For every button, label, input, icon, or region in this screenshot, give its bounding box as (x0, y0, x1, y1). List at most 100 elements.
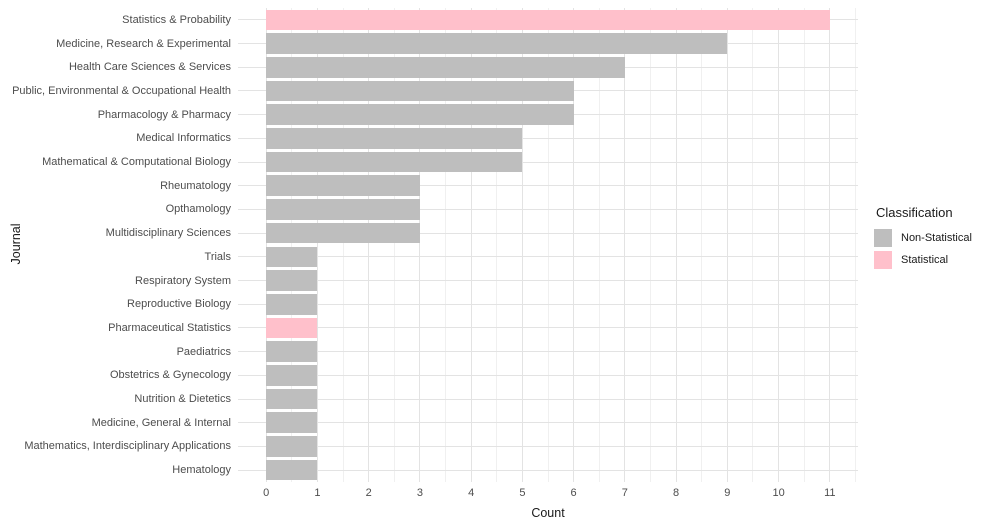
gridline-x-major (675, 8, 677, 482)
y-axis-category-label: Medical Informatics (136, 132, 231, 145)
bar (266, 246, 318, 268)
y-axis-category-label: Trials (204, 250, 231, 263)
legend-item-label: Statistical (901, 254, 949, 266)
x-axis-tick-label: 0 (263, 487, 270, 499)
y-axis-category-label: Public, Environmental & Occupational Hea… (12, 84, 231, 97)
gridline-x-minor (393, 8, 395, 482)
y-axis-category-label: Mathematics, Interdisciplinary Applicati… (24, 440, 231, 453)
gridline-x-minor (445, 8, 447, 482)
gridline-x-minor (342, 8, 344, 482)
gridline-x-major (470, 8, 472, 482)
gridline-y-major (238, 445, 858, 447)
gridline-y-major (238, 327, 858, 329)
x-axis-tick-label: 4 (468, 487, 475, 499)
gridline-x-minor (701, 8, 703, 482)
gridline-y-major (238, 374, 858, 376)
gridline-x-major (726, 8, 728, 482)
x-axis-tick-label: 3 (416, 487, 423, 499)
bar (266, 175, 420, 197)
y-axis-category-label: Statistics & Probability (122, 13, 231, 26)
y-axis-category-label: Obstetrics & Gynecology (109, 369, 231, 382)
gridline-y-major (238, 398, 858, 400)
bar (266, 365, 318, 386)
y-axis-category-label: Opthamology (165, 203, 231, 216)
legend-item: Statistical (874, 251, 972, 269)
gridline-y-major (238, 256, 858, 258)
gridline-y-major (238, 469, 858, 471)
gridline-x-minor (598, 8, 600, 482)
gridline-y-major (238, 137, 858, 139)
gridline-x-minor (752, 8, 754, 482)
legend-item-label: Non-Statistical (901, 232, 972, 244)
x-axis-tick-label: 6 (570, 487, 577, 499)
x-axis-tick-label: 8 (673, 487, 680, 499)
x-axis-tick-label: 1 (314, 487, 321, 499)
y-axis-category-label: Pharmacology & Pharmacy (97, 108, 231, 121)
y-axis-category-label: Nutrition & Dietetics (134, 393, 231, 406)
bar (266, 317, 318, 339)
gridline-y-major (238, 232, 858, 234)
bar (266, 270, 318, 291)
y-axis-category-label: Health Care Sciences & Services (68, 61, 231, 74)
y-axis-title: Journal (9, 223, 23, 265)
gridline-x-minor (854, 8, 856, 482)
x-axis-tick-label: 5 (519, 487, 526, 499)
y-axis-category-label: Respiratory System (135, 274, 231, 287)
bar (266, 222, 420, 244)
legend-swatch-non-statistical (874, 229, 892, 247)
gridline-y-major (238, 280, 858, 282)
bar (266, 33, 728, 54)
gridline-y-major (238, 208, 858, 210)
gridline-x-minor (496, 8, 498, 482)
gridline-y-major (238, 161, 858, 163)
bar (266, 151, 523, 173)
x-axis-title: Count (531, 506, 565, 520)
gridline-x-major (829, 8, 831, 482)
gridline-x-minor (803, 8, 805, 482)
x-axis-tick-label: 10 (772, 487, 785, 499)
x-axis-tick-label: 11 (824, 487, 836, 499)
bar (266, 128, 523, 149)
gridline-x-major (624, 8, 626, 482)
gridline-y-major (238, 303, 858, 305)
y-axis-category-label: Pharmaceutical Statistics (108, 321, 231, 334)
gridline-x-major (778, 8, 780, 482)
gridline-x-minor (291, 8, 293, 482)
gridline-y-major (238, 351, 858, 353)
legend-title: Classification (876, 205, 953, 220)
y-axis-category-label: Medicine, General & Internal (91, 416, 231, 429)
x-axis-tick-label: 9 (724, 487, 731, 499)
gridline-x-major (573, 8, 575, 482)
bar (266, 459, 318, 481)
bar (266, 412, 318, 434)
gridline-x-major (265, 8, 267, 482)
bar (266, 388, 318, 410)
y-axis-category-label: Medicine, Research & Experimental (56, 37, 231, 50)
y-axis-category-label: Hematology (172, 464, 231, 477)
y-axis-category-label: Mathematical & Computational Biology (42, 156, 231, 169)
bar (266, 104, 574, 125)
bar (266, 199, 420, 220)
bar (266, 341, 318, 362)
gridline-y-major (238, 422, 858, 424)
gridline-x-minor (649, 8, 651, 482)
gridline-x-major (419, 8, 421, 482)
bar (266, 80, 574, 102)
y-axis-category-label: Rheumatology (160, 179, 231, 192)
gridline-x-major (316, 8, 318, 482)
x-axis-tick-label: 2 (365, 487, 372, 499)
gridline-x-major (368, 8, 370, 482)
bar (266, 293, 318, 315)
gridline-x-minor (547, 8, 549, 482)
x-axis-tick-label: 7 (621, 487, 628, 499)
y-axis-category-label: Paediatrics (176, 345, 231, 358)
legend: Classification Non-Statistical Statistic… (874, 205, 972, 273)
legend-item: Non-Statistical (874, 229, 972, 247)
plot-panel (238, 8, 858, 482)
y-axis-category-label: Reproductive Biology (127, 298, 231, 311)
gridline-x-major (521, 8, 523, 482)
bar (266, 56, 625, 78)
gridline-y-major (238, 185, 858, 187)
bar (266, 436, 318, 457)
